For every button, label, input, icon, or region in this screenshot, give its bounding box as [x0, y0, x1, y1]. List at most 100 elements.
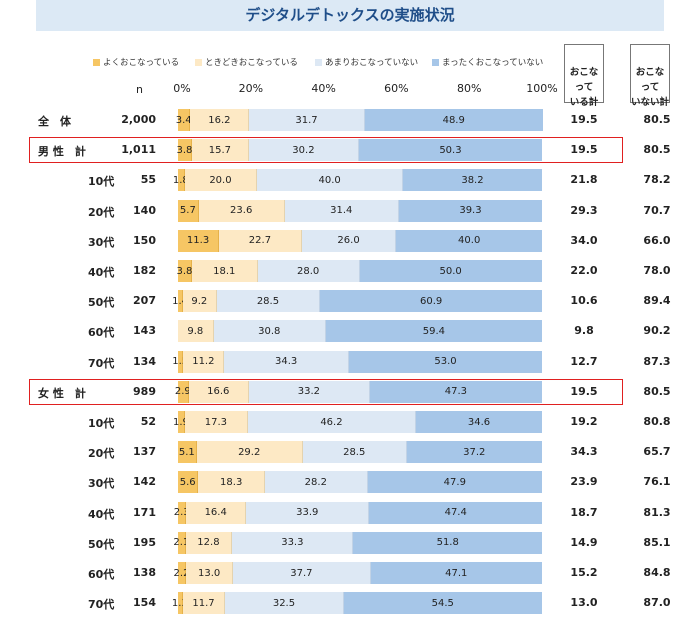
x-tick-label: 40% [311, 82, 336, 95]
done-total: 14.9 [570, 535, 598, 549]
bar-segment: 1.9 [173, 411, 189, 433]
sample-size: 989 [133, 384, 156, 398]
data-label: 16.2 [208, 114, 231, 126]
bar-segment: 2.9 [175, 380, 191, 403]
legend-label: まったくおこなっていない [442, 58, 544, 68]
legend-item: まったくおこなっていない [432, 56, 543, 68]
bar-segment: 28.5 [216, 290, 321, 313]
bar-segment: 46.2 [247, 411, 417, 433]
data-label: 50.0 [439, 265, 462, 277]
not-done-total: 89.4 [643, 294, 671, 308]
sample-size: 1,011 [121, 143, 156, 157]
bar-segment: 1.4 [172, 290, 188, 313]
data-label: 40.0 [458, 235, 481, 247]
done-total: 19.2 [570, 415, 598, 428]
done-total: 22.0 [570, 264, 598, 277]
age-label: 10代 [88, 417, 115, 430]
highlight-box [29, 378, 623, 405]
bar-segment: 32.5 [225, 592, 344, 615]
bar-segment: 30.2 [248, 139, 359, 162]
done-total: 18.7 [570, 505, 598, 519]
sample-size: 207 [133, 294, 156, 308]
bar-segment: 40.0 [396, 229, 542, 252]
sample-size: 134 [133, 354, 156, 368]
legend-item: ときどきおこなっている [195, 56, 298, 68]
title-band [36, 0, 664, 31]
data-label: 13.0 [198, 567, 221, 579]
bar-segment: 51.8 [353, 531, 542, 554]
bar-segment: 1.8 [173, 169, 189, 192]
sample-size: 182 [133, 264, 156, 277]
data-label: 1.4 [172, 295, 188, 307]
data-label: 28.5 [256, 295, 280, 307]
bar-segment: 12.8 [185, 531, 233, 554]
done-total: 34.0 [570, 233, 598, 247]
done-total: 21.8 [570, 173, 598, 187]
data-label: 11.2 [192, 356, 215, 368]
age-label: 60代 [88, 326, 115, 340]
data-label: 39.3 [459, 205, 482, 217]
sample-size: 52 [140, 415, 156, 428]
legend-label: よくおこなっている [103, 58, 180, 68]
not-done-total: 84.8 [643, 566, 671, 579]
bar-segment: 16.4 [186, 501, 247, 524]
not-done-total: 76.1 [643, 475, 671, 489]
age-label: 40代 [88, 507, 115, 521]
done-total: 34.3 [570, 445, 598, 459]
bar-segment: 33.2 [248, 380, 370, 403]
data-label: 33.2 [297, 386, 321, 398]
legend-label: ときどきおこなっている [205, 58, 298, 68]
sample-size: 143 [133, 324, 156, 338]
bar-segment: 28.5 [302, 441, 407, 464]
sample-size: 154 [133, 596, 156, 610]
sample-size: 171 [133, 505, 156, 519]
data-label: 47.9 [443, 476, 466, 488]
sample-size: 55 [140, 173, 156, 187]
bar-segment: 22.7 [219, 229, 302, 252]
legend-swatch [315, 59, 322, 66]
data-label: 51.8 [436, 537, 459, 549]
data-label: 16.4 [204, 507, 227, 519]
bar-segment: 26.0 [301, 229, 397, 252]
data-label: 28.2 [304, 476, 327, 488]
legend-label: あまりおこなっていない [325, 58, 419, 68]
data-label: 50.3 [439, 144, 462, 156]
age-label: 70代 [88, 598, 115, 612]
bar-segment: 18.1 [191, 260, 258, 282]
data-label: 33.3 [281, 537, 304, 549]
bar-segment: 11.2 [183, 350, 225, 373]
data-label: 31.7 [295, 114, 318, 126]
header-done-label: おこなって いる計 [569, 67, 599, 108]
bar-segment: 5.6 [178, 471, 199, 494]
age-label: 30代 [88, 477, 115, 491]
not-done-total: 78.0 [643, 264, 671, 277]
data-label: 12.8 [197, 537, 220, 549]
bar-segment: 2.1 [173, 531, 189, 554]
bar-segment: 38.2 [402, 169, 542, 192]
highlight-box [29, 137, 623, 164]
data-label: 26.0 [337, 235, 360, 247]
data-label: 47.1 [445, 567, 468, 579]
sample-size: 150 [133, 233, 156, 247]
bar-segment: 47.3 [369, 380, 542, 403]
bar-segment: 39.3 [398, 199, 542, 222]
data-label: 46.2 [320, 416, 343, 428]
x-tick-label: 100% [526, 82, 558, 95]
legend-swatch [432, 59, 439, 66]
not-done-total: 70.7 [643, 203, 671, 217]
x-tick-label: 0% [173, 82, 191, 95]
data-label: 2.2 [173, 567, 190, 579]
data-label: 1.3 [171, 597, 188, 609]
not-done-total: 80.8 [643, 415, 671, 428]
bar-segment: 33.9 [246, 501, 370, 524]
done-total: 23.9 [570, 475, 598, 489]
data-label: 18.3 [220, 476, 243, 488]
done-total: 13.0 [570, 596, 598, 610]
bar-segment: 1.5 [172, 350, 188, 373]
age-label: 10代 [88, 175, 115, 189]
data-label: 23.6 [230, 205, 253, 217]
bar-segment: 50.0 [359, 260, 542, 282]
data-label: 3.8 [176, 144, 193, 156]
data-label: 59.4 [422, 325, 446, 337]
age-label: 70代 [88, 356, 115, 370]
